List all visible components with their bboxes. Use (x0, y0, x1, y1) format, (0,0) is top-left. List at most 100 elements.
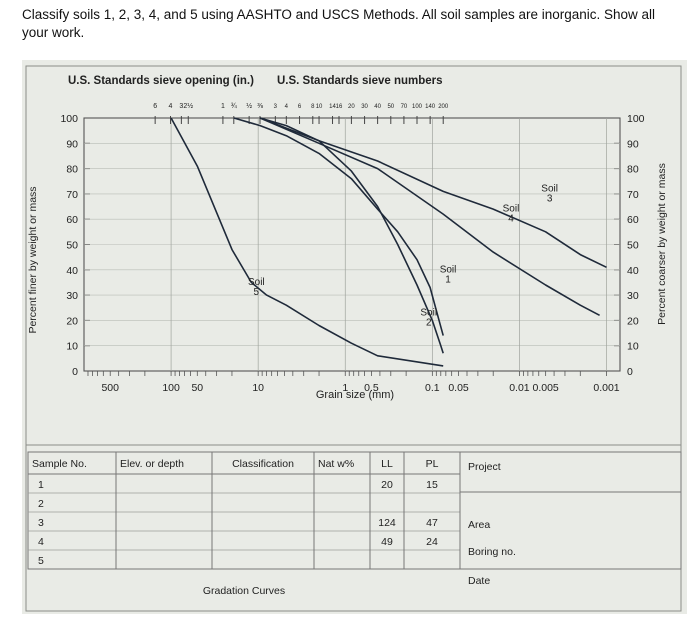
x-tick-label: 0.005 (532, 382, 558, 394)
y-tick-label-right: 40 (627, 265, 639, 277)
table-header: Classification (232, 458, 294, 470)
sieve-number-label: 20 (348, 104, 355, 110)
y-tick-label-left: 0 (72, 366, 78, 378)
header-sieve-numbers: U.S. Standards sieve numbers (277, 75, 443, 87)
sieve-opening-label: 6 (153, 103, 157, 110)
table-header: Sample No. (32, 458, 87, 470)
sheet-border (25, 65, 682, 612)
table-cell-sample: 3 (38, 517, 44, 529)
sieve-number-label: 6 (298, 104, 302, 110)
curve-soil-4 (259, 117, 600, 317)
y-tick-label-left: 50 (66, 240, 78, 252)
sieve-number-label: 10 (316, 104, 323, 110)
sieve-opening-label: ⅜ (257, 103, 263, 110)
question-text: Classify soils 1, 2, 3, 4, and 5 using A… (22, 7, 656, 40)
y-tick-label-right: 100 (627, 113, 645, 125)
table-cell-ll: 124 (378, 517, 396, 529)
sieve-number-label: 100 (412, 104, 423, 110)
x-tick-label: 0.05 (448, 382, 469, 394)
y-tick-label-left: 70 (66, 189, 78, 201)
y-tick-label-left: 30 (66, 290, 78, 302)
boring-label: Boring no. (468, 546, 516, 558)
sieve-number-label: 50 (387, 104, 394, 110)
curve-label: Soil (541, 183, 558, 194)
table-cell-ll: 49 (381, 536, 393, 548)
curve-soil-5 (170, 117, 444, 367)
sieve-number-label: 30 (361, 104, 368, 110)
sieve-number-label: 70 (401, 104, 408, 110)
table-header: PL (426, 458, 439, 470)
sieve-number-label: 4 (285, 104, 289, 110)
curve-label-number: 4 (508, 214, 514, 225)
y-tick-label-left: 40 (66, 265, 78, 277)
y-tick-label-left: 20 (66, 315, 78, 327)
table-cell-ll: 20 (381, 479, 393, 491)
y-tick-label-right: 60 (627, 214, 639, 226)
y-tick-label-right: 30 (627, 290, 639, 302)
y-tick-label-left: 60 (66, 214, 78, 226)
sieve-opening-label: 3 (179, 103, 183, 110)
area-label: Area (468, 519, 490, 531)
y-tick-label-left: 100 (60, 113, 78, 125)
table-cell-sample: 2 (38, 498, 44, 510)
curve-label: Soil (503, 204, 520, 215)
y-axis-label-left: Percent finer by weight or mass (27, 186, 39, 333)
y-tick-label-right: 10 (627, 341, 639, 353)
date-label: Date (468, 575, 490, 587)
sieve-opening-label: 1 (221, 103, 225, 110)
table-layer: Sample No. Elev. or depth Classification Na… (27, 451, 682, 597)
x-axis-label: Grain size (mm) (316, 389, 394, 401)
curve-label-number: 1 (445, 274, 451, 285)
y-tick-label-left: 80 (66, 164, 78, 176)
curve-soil-1 (233, 117, 444, 336)
header-sieve-opening: U.S. Standards sieve opening (in.) (68, 75, 254, 87)
sieve-opening-label: ½ (246, 102, 252, 110)
curve-label-number: 2 (426, 317, 432, 328)
curve-label: Soil (440, 264, 457, 275)
table-header: Nat w% (318, 458, 354, 470)
x-tick-label: 500 (101, 382, 119, 394)
y-tick-label-left: 90 (66, 138, 78, 150)
sieve-number-label: 3 (274, 104, 278, 110)
sieve-number-label: 200 (438, 104, 449, 110)
x-tick-label: 50 (191, 382, 203, 394)
curve-soil-2 (259, 117, 444, 354)
sieve-number-label: 40 (374, 104, 381, 110)
y-tick-label-left: 10 (66, 341, 78, 353)
sieve-opening-label: 2½ (183, 102, 193, 110)
y-tick-label-right: 50 (627, 240, 639, 252)
curve-label-number: 3 (547, 193, 553, 204)
table-cell-pl: 47 (426, 517, 438, 529)
curve-label: Soil (420, 307, 437, 318)
table-cell-sample: 1 (38, 479, 44, 491)
table-cell-pl: 15 (426, 479, 438, 491)
x-tick-label: 100 (162, 382, 180, 394)
table-cell-sample: 5 (38, 555, 44, 567)
sieve-number-label: 14 (329, 104, 336, 110)
y-tick-label-right: 0 (627, 366, 633, 378)
sieve-number-label: 140 (425, 104, 436, 110)
y-tick-label-right: 70 (627, 189, 639, 201)
x-tick-label: 1 (342, 382, 348, 394)
table-cell-pl: 24 (426, 536, 438, 548)
curve-label: Soil (248, 277, 265, 288)
curve-soil-3 (259, 117, 607, 269)
table-cell-sample: 4 (38, 536, 44, 548)
x-tick-label: 0.1 (425, 382, 440, 394)
project-label: Project (468, 461, 501, 473)
y-tick-label-right: 20 (627, 315, 639, 327)
x-tick-label: 0.5 (364, 382, 379, 394)
x-tick-label: 0.001 (593, 382, 619, 394)
gradation-sheet: U.S. Standards sieve opening (in.) U.S. … (22, 60, 687, 614)
curve-label-number: 5 (254, 287, 260, 298)
y-tick-label-right: 80 (627, 164, 639, 176)
table-header: Elev. or depth (120, 458, 184, 470)
sieve-number-label: 16 (336, 104, 343, 110)
x-tick-label: 10 (252, 382, 264, 394)
grid-layer (83, 116, 621, 376)
sieve-opening-label: 4 (169, 103, 173, 110)
sieve-opening-label: ¾ (231, 103, 237, 110)
y-axis-label-right: Percent coarser by weight or mass (656, 163, 668, 325)
